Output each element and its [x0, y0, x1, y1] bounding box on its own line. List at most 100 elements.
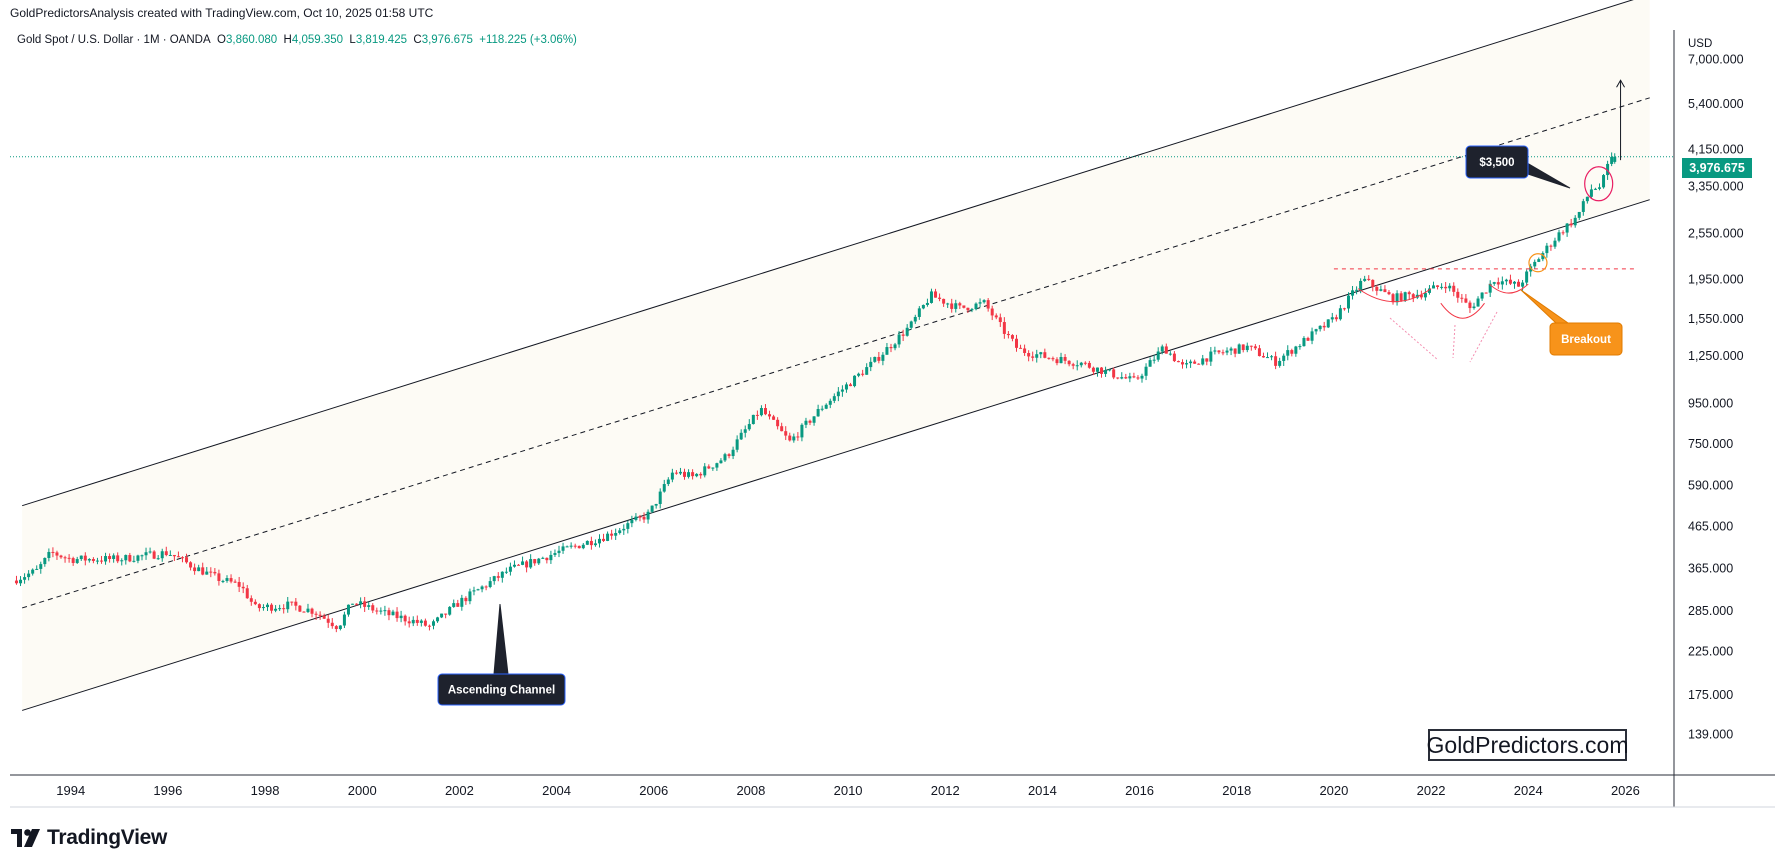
candle-body: [727, 454, 731, 457]
candle-body: [1229, 348, 1233, 351]
candle-body: [148, 551, 152, 553]
candle-body: [1508, 279, 1512, 284]
candle-body: [1083, 362, 1087, 364]
candle-body: [23, 577, 27, 580]
last-candle-body: [1613, 156, 1617, 162]
candle-body: [759, 408, 763, 416]
candle-body: [71, 558, 75, 563]
candle-body: [1087, 362, 1091, 368]
y-tick-label: 5,400.000: [1688, 97, 1744, 111]
candle-body: [630, 519, 634, 524]
candle-body: [270, 604, 274, 611]
candle-body: [909, 321, 913, 328]
candle-body: [1278, 360, 1282, 366]
candle-body: [654, 503, 658, 506]
candle-body: [1047, 357, 1051, 359]
candle-body: [1525, 271, 1529, 283]
tradingview-logo[interactable]: TradingView: [11, 826, 167, 850]
candle-body: [1427, 288, 1431, 293]
candle-body: [39, 564, 43, 569]
candle-body: [448, 606, 452, 615]
candle-body: [318, 614, 322, 616]
candle-body: [468, 591, 472, 602]
candle-body: [978, 302, 982, 304]
candle-body: [1533, 261, 1537, 267]
candle-body: [877, 356, 881, 361]
close-value: 3,976.675: [421, 34, 473, 46]
candle-body: [399, 615, 403, 619]
candle-body: [666, 479, 670, 485]
candle-body: [47, 551, 51, 558]
currency-label[interactable]: USD: [1688, 38, 1713, 50]
candle-body: [739, 432, 743, 440]
candle-body: [156, 558, 160, 560]
candle-body: [929, 291, 933, 303]
candle-body: [427, 625, 431, 627]
candle-body: [1225, 350, 1229, 353]
candle-body: [1496, 282, 1500, 285]
candle-body: [249, 598, 253, 602]
candle-body: [168, 554, 172, 556]
candle-body: [1306, 337, 1310, 341]
candle-body: [379, 610, 383, 612]
candle-body: [577, 545, 581, 549]
x-tick-label: 1996: [153, 783, 182, 798]
candle-body: [1504, 279, 1508, 282]
breakout-callout-box: [1549, 322, 1623, 356]
candle-body: [1027, 353, 1031, 357]
candle-body: [670, 472, 674, 480]
candle-body: [359, 601, 363, 605]
x-tick-label: 2006: [639, 783, 668, 798]
candle-body: [225, 578, 229, 581]
candle-body: [488, 581, 492, 587]
symbol-legend: Gold Spot / U.S. Dollar · 1M · OANDA O3,…: [17, 34, 577, 46]
candle-body: [152, 551, 156, 559]
candle-body: [533, 559, 537, 564]
candle-body: [751, 414, 755, 425]
candle-body: [31, 569, 35, 574]
ascending-channel-callout-box: [437, 673, 566, 706]
candle-body: [808, 420, 812, 423]
candle-body: [375, 610, 379, 612]
x-tick-label: 2010: [834, 783, 863, 798]
candle-body: [334, 626, 338, 630]
x-tick-label: 2002: [445, 783, 474, 798]
breakout-callout: Breakout: [1520, 289, 1623, 356]
candle-body: [314, 613, 318, 615]
candle-body: [585, 540, 589, 545]
candle-body: [205, 571, 209, 575]
candle-body: [237, 581, 241, 587]
candle-body: [201, 567, 205, 575]
candle-body: [800, 424, 804, 438]
candle-body: [553, 553, 557, 555]
candle-body: [905, 327, 909, 336]
candle-body: [1112, 369, 1116, 378]
candle-body: [743, 429, 747, 433]
candle-body: [1014, 338, 1018, 348]
candle-body: [504, 571, 508, 573]
candle-body: [824, 404, 828, 409]
candle-body: [950, 303, 954, 309]
candle-body: [517, 564, 521, 566]
candle-body: [91, 559, 95, 562]
y-tick-label: 225.000: [1688, 645, 1733, 659]
projection-arrowhead: [1616, 79, 1625, 88]
candle-body: [1371, 279, 1375, 287]
candle-body: [1298, 346, 1302, 348]
y-tick-label: 465.000: [1688, 520, 1733, 534]
candle-body: [962, 305, 966, 308]
cup-arc-1: [1357, 288, 1432, 303]
y-tick-label: 750.000: [1688, 437, 1733, 451]
candle-body: [1549, 245, 1553, 247]
candle-body: [1314, 329, 1318, 332]
candle-body: [464, 597, 468, 602]
candle-body: [1245, 345, 1249, 351]
candle-body: [573, 545, 577, 547]
breakout-label: Breakout: [1561, 334, 1611, 346]
candle-body: [476, 589, 480, 591]
candle-body: [873, 356, 877, 362]
candle-body: [541, 557, 545, 559]
pattern-pointer-1: [1389, 317, 1439, 361]
x-tick-label: 1994: [56, 783, 85, 798]
